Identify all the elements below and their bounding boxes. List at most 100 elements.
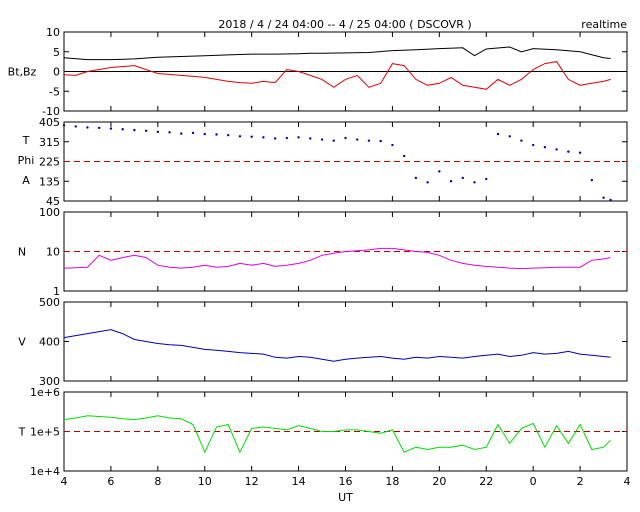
x-tick-label: 2 [577,475,584,488]
x-tick-label: 14 [292,475,306,488]
series-line-bz [63,61,611,90]
x-tick-label: 12 [245,475,259,488]
panel-density: 100 10 1 N [18,206,628,298]
data-point-phi [332,139,335,142]
data-point-phi [86,126,89,129]
data-point-phi [602,196,605,199]
data-point-phi [97,126,101,130]
data-point-phi [356,138,359,141]
panels: 10 5 0 -5 -10 Bt,Bz 405 315 225 135 45 T Phi A 100 10 1 N… [8,26,628,478]
data-point-phi [543,146,547,149]
x-tick-label: 4 [624,475,631,488]
y-tick-label: 315 [39,136,60,149]
data-point-phi [520,139,523,142]
data-point-phi [578,151,582,154]
data-point-phi [555,148,558,151]
y-tick-label: -10 [42,105,60,118]
x-tick-label: 4 [61,475,68,488]
data-point-phi [215,133,218,136]
data-point-phi [144,129,148,132]
data-point-phi [250,135,253,138]
panel-speed: 500 400 300 V [18,296,628,388]
data-point-phi [320,138,324,141]
data-point-phi [449,180,453,183]
data-point-phi [133,128,136,132]
data-point-phi [590,178,594,182]
y-tick-label: 10 [46,246,60,259]
x-tick-label: 16 [339,475,353,488]
chart-title: 2018 / 4 / 24 04:00 -- 4 / 25 04:00 ( DS… [218,18,471,31]
y-tick-label: 400 [39,336,60,349]
data-point-phi [414,176,418,180]
data-point-phi [438,170,441,173]
y-tick-label: 1e+6 [30,386,60,399]
data-point-phi [262,136,265,139]
x-tick-label: 0 [530,475,537,488]
y-axis-label: V [18,336,26,349]
y-tick-label: 135 [39,175,60,188]
y-tick-label: 45 [46,195,60,208]
data-point-phi [309,137,312,140]
data-point-phi [531,143,535,147]
y-tick-label: 1 [53,285,60,298]
x-tick-label: 10 [198,475,212,488]
x-tick-label: 18 [385,475,399,488]
data-point-phi [273,137,277,140]
data-point-phi [156,130,160,134]
y-tick-label: 5 [53,46,60,59]
y-axis-label: N [18,246,26,259]
y-axis-label: Bt,Bz [8,66,37,79]
data-point-phi [485,177,488,181]
data-point-phi [567,150,570,153]
data-point-phi [227,133,230,137]
data-point-phi [74,125,77,128]
data-point-phi [191,131,195,135]
series-line-v [63,329,611,362]
data-point-phi [297,136,300,139]
y-tick-label: 500 [39,296,60,309]
x-tick-label: 6 [107,475,114,488]
realtime-label: realtime [581,18,627,31]
y-axis-label: A [22,174,30,187]
data-point-phi [121,128,124,131]
data-point-phi [285,136,289,140]
y-tick-label: 10 [46,26,60,39]
data-point-phi [180,132,183,135]
x-axis: 4 6 8 10 12 14 16 18 20 22 0 2 4 UT [61,475,631,504]
x-tick-label: 20 [432,475,446,488]
x-tick-label: 22 [479,475,493,488]
y-tick-label: 1e+5 [30,426,60,439]
y-axis-label: T [22,134,30,147]
y-axis-label: Phi [18,154,35,167]
panel-magnetic-field: 10 5 0 -5 -10 Bt,Bz [8,26,628,118]
data-point-phi [391,143,394,147]
data-point-phi [402,154,406,158]
y-axis-label: T [18,426,26,439]
panel-phi-angle: 405 315 225 135 45 T Phi A [18,116,628,208]
data-point-phi [203,132,206,136]
data-point-phi [461,176,464,180]
series-line-bt [63,46,611,61]
data-point-phi [473,181,476,184]
x-axis-label: UT [338,491,353,504]
series-line-n [63,247,611,270]
y-tick-label: 405 [39,116,60,129]
data-point-phi [379,139,382,143]
y-tick-label: 225 [39,156,60,169]
data-point-phi [609,198,612,202]
series-line-t [63,415,611,454]
data-point-phi [367,139,371,142]
y-tick-label: 100 [39,206,60,219]
x-tick-label: 8 [154,475,161,488]
data-point-phi [508,135,511,138]
y-tick-label: -5 [49,85,60,98]
panel-temperature: 1e+6 1e+5 1e+4 T [18,386,628,478]
y-tick-label: 300 [39,375,60,388]
data-point-phi [109,127,113,130]
data-point-phi [238,135,242,138]
y-tick-label: 0 [53,66,60,79]
y-tick-label: 1e+4 [30,465,60,478]
data-point-phi [426,181,429,184]
